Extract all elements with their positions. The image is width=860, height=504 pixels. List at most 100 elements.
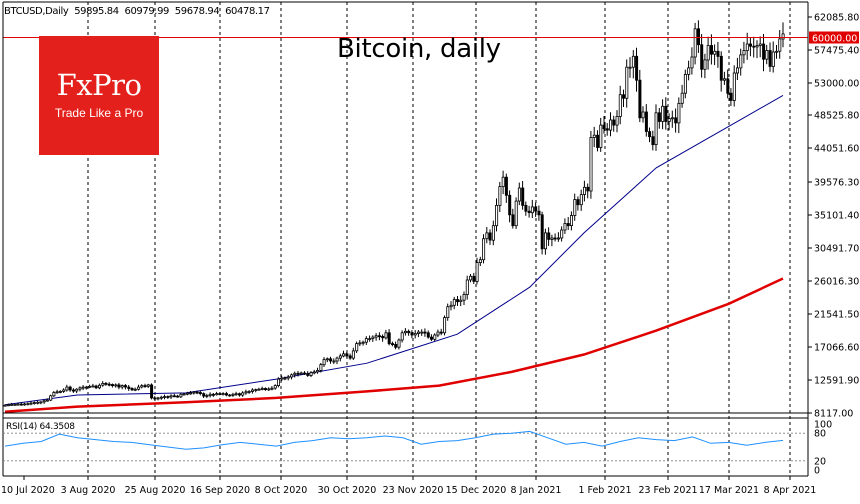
candle-body bbox=[26, 403, 30, 406]
candle-body bbox=[166, 396, 170, 398]
candle-body bbox=[550, 237, 554, 240]
candle-body bbox=[716, 50, 720, 57]
candle-body bbox=[648, 131, 652, 138]
y-tick-label: 12591.90 bbox=[814, 376, 859, 387]
candle-body bbox=[514, 200, 518, 227]
candle-body bbox=[52, 392, 56, 397]
candle-body bbox=[78, 387, 82, 390]
candle-body bbox=[156, 397, 160, 400]
candle-body bbox=[296, 372, 300, 375]
candle-body bbox=[609, 119, 613, 131]
candle-body bbox=[263, 388, 267, 391]
candle-body bbox=[189, 392, 193, 395]
candle-body bbox=[530, 206, 534, 214]
candle-body bbox=[570, 215, 574, 227]
candle-body bbox=[36, 401, 40, 404]
candle-body bbox=[778, 38, 782, 52]
candle-body bbox=[749, 43, 753, 47]
candle-body bbox=[211, 393, 215, 396]
candle-body bbox=[449, 304, 453, 308]
candle-body bbox=[62, 389, 66, 392]
candle-body bbox=[700, 44, 704, 70]
candle-body bbox=[133, 388, 137, 391]
candle-body bbox=[338, 355, 342, 359]
candle-body bbox=[566, 223, 570, 227]
candle-body bbox=[657, 112, 661, 122]
candle-body bbox=[143, 385, 147, 388]
candle-body bbox=[384, 332, 388, 339]
candle-body bbox=[573, 199, 577, 216]
x-tick-label: 17 Mar 2021 bbox=[699, 485, 759, 496]
candle-body bbox=[58, 390, 62, 393]
candle-body bbox=[527, 210, 531, 213]
rsi-tick-label: 80 bbox=[814, 429, 826, 440]
candle-body bbox=[625, 66, 629, 99]
candle-body bbox=[65, 386, 69, 391]
candle-body bbox=[202, 393, 206, 397]
candle-body bbox=[348, 355, 352, 359]
candle-body bbox=[250, 389, 254, 392]
candle-body bbox=[508, 194, 512, 216]
ma-short-line bbox=[4, 94, 784, 406]
candle-body bbox=[651, 136, 655, 146]
candle-body bbox=[237, 393, 241, 396]
candle-body bbox=[729, 92, 733, 101]
candle-body bbox=[677, 103, 681, 124]
candle-body bbox=[485, 232, 489, 240]
candle-body bbox=[312, 371, 316, 374]
x-tick-label: 1 Feb 2021 bbox=[578, 485, 631, 496]
candle-body bbox=[325, 358, 329, 361]
candle-body bbox=[495, 204, 499, 227]
candle-body bbox=[283, 377, 287, 380]
y-tick-label: 35101.40 bbox=[814, 211, 859, 222]
y-tick-label: 26016.30 bbox=[814, 277, 859, 288]
candle-body bbox=[98, 384, 102, 389]
candle-series bbox=[3, 20, 785, 407]
candle-body bbox=[72, 389, 76, 392]
candle-body bbox=[231, 393, 235, 396]
candle-body bbox=[215, 393, 219, 396]
candle-body bbox=[368, 338, 372, 341]
candle-body bbox=[439, 331, 443, 334]
candle-body bbox=[75, 388, 79, 392]
candle-body bbox=[664, 105, 668, 122]
candle-body bbox=[137, 386, 141, 390]
candle-body bbox=[462, 293, 466, 301]
candle-body bbox=[387, 332, 391, 345]
candle-body bbox=[55, 391, 59, 394]
short-moving-average bbox=[4, 94, 784, 406]
candle-body bbox=[683, 74, 687, 94]
x-tick-label: 30 Oct 2020 bbox=[318, 485, 377, 496]
candle-body bbox=[146, 384, 150, 387]
candle-body bbox=[377, 335, 381, 338]
candle-body bbox=[482, 238, 486, 261]
fxpro-logo: FxPro Trade Like a Pro bbox=[39, 36, 159, 155]
candle-body bbox=[628, 66, 632, 69]
candle-body bbox=[745, 43, 749, 51]
candle-body bbox=[423, 331, 427, 334]
rsi-tick-label: 0 bbox=[814, 466, 820, 477]
candle-body bbox=[124, 385, 128, 388]
candle-body bbox=[260, 388, 264, 390]
candle-body bbox=[332, 360, 336, 363]
candle-body bbox=[710, 45, 714, 55]
candle-body bbox=[560, 229, 564, 239]
candle-body bbox=[88, 385, 92, 388]
candle-body bbox=[117, 384, 121, 388]
candle-body bbox=[10, 403, 14, 406]
candle-body bbox=[45, 399, 49, 402]
rsi-label: RSI(14) 64.3508 bbox=[6, 422, 75, 432]
x-tick-label: 16 Sep 2020 bbox=[190, 485, 250, 496]
candle-body bbox=[661, 105, 665, 122]
candle-body bbox=[23, 403, 27, 406]
candle-body bbox=[397, 339, 401, 348]
candle-body bbox=[475, 262, 479, 282]
candle-body bbox=[433, 334, 437, 340]
candle-body bbox=[120, 385, 124, 388]
candle-body bbox=[589, 136, 593, 192]
candle-body bbox=[420, 331, 424, 334]
candle-body bbox=[140, 385, 144, 388]
vertical-gridlines bbox=[87, 2, 791, 476]
candle-body bbox=[254, 389, 258, 392]
candle-body bbox=[703, 59, 707, 70]
